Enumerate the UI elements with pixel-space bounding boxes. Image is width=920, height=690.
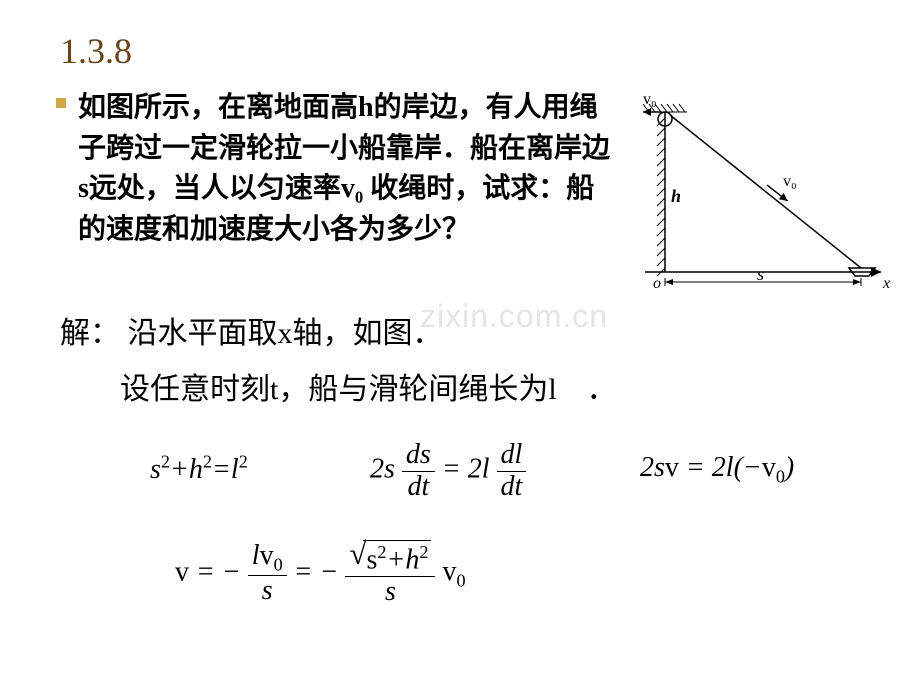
eq2-frac2-den: dt: [497, 472, 527, 503]
eq4-frac2-den: s: [345, 577, 435, 608]
solution-text-1: 沿水平面取x轴，如图．: [128, 317, 443, 350]
v0-rope-label: v₀: [783, 173, 797, 190]
eq4-lead-v: v: [175, 556, 189, 587]
eq1-body: s2+h2=l2: [150, 454, 248, 485]
solution-label: 解：: [60, 317, 120, 350]
rope-line: [670, 115, 861, 268]
eq4-frac1-den: s: [248, 576, 287, 607]
sqrt-icon: √: [349, 538, 366, 572]
eq4-sqrt-body: s2+h2: [363, 540, 431, 576]
eq2-frac1-num: ds: [402, 440, 435, 472]
eq2-frac1-den: dt: [402, 472, 435, 503]
solution-line-1: 解： 沿水平面取x轴，如图．: [60, 308, 443, 352]
equation-s2h2l2: s2+h2=l2: [150, 452, 248, 486]
equation-derivative: 2s ds dt = 2l dl dt: [370, 440, 526, 503]
eq2-frac2: dl dt: [497, 440, 527, 503]
eq2-lead: 2s: [370, 454, 395, 485]
origin-label: o: [653, 275, 661, 292]
bullet-icon: [56, 98, 66, 108]
physics-diagram: x o v₀ v₀ h s: [625, 82, 893, 292]
eq4-eqminus1: = −: [196, 556, 241, 587]
s-label: s: [757, 264, 764, 284]
wall-hatch: [657, 118, 665, 276]
section-number: 1.3.8: [60, 30, 132, 72]
eq2-mid: = 2l: [442, 454, 497, 485]
h-label: h: [671, 186, 681, 206]
eq4-frac1-num: lv0: [248, 541, 287, 576]
eq2-frac2-num: dl: [497, 440, 527, 472]
eq4-tail: v0: [442, 556, 465, 587]
eq4-frac1: lv0 s: [248, 541, 287, 606]
v0-top-label: v₀: [643, 91, 657, 108]
equation-velocity: v = − lv0 s = − √ s2+h2 s v0: [175, 540, 466, 608]
watermark-text: zixin.com.cn: [420, 298, 608, 335]
eq3-body: 2sv = 2l(−v0): [640, 452, 794, 483]
eq4-frac2: √ s2+h2 s: [345, 540, 435, 608]
eq2-frac1: ds dt: [402, 440, 435, 503]
s-arrow-left-icon: [665, 279, 673, 285]
x-axis-label: x: [882, 275, 890, 292]
solution-line-2: 设任意时刻t，船与滑轮间绳长为l ．: [120, 364, 617, 408]
eq4-eqminus2: = −: [294, 556, 339, 587]
equation-2sv: 2sv = 2l(−v0): [640, 452, 794, 488]
problem-text: 如图所示，在离地面高h的岸边，有人用绳子跨过一定滑轮拉一小船靠岸．船在离岸边s远…: [78, 88, 618, 250]
eq4-frac2-num: √ s2+h2: [345, 540, 435, 577]
s-arrow-right-icon: [853, 279, 861, 285]
